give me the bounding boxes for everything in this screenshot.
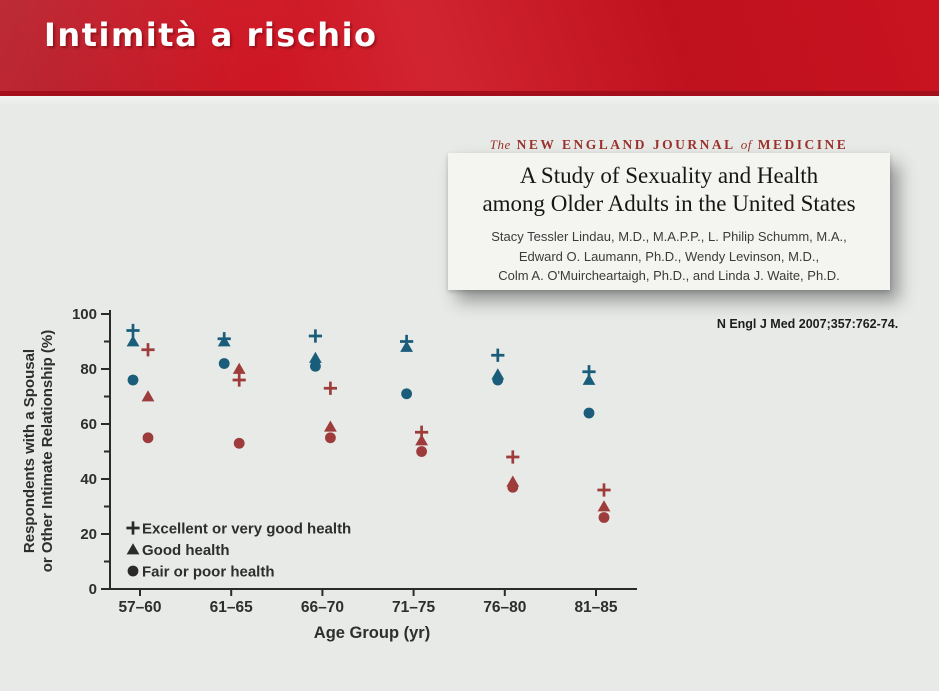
marker-red-fair-or-poor-4 [507, 481, 519, 493]
marker-blue-good-1 [217, 335, 231, 347]
x-axis-title: Age Group (yr) [314, 624, 430, 642]
marker-blue-fair-or-poor-3 [401, 388, 412, 400]
author-line: Stacy Tessler Lindau, M.D., M.A.P.P., L.… [491, 229, 847, 245]
y-axis-title-line1: Respondents with a Spousal [21, 349, 38, 553]
marker-red-fair-or-poor-3 [416, 446, 427, 457]
y-tick-label: 0 [89, 581, 97, 598]
marker-blue-excellent-or-very-good-4 [491, 348, 505, 362]
marker-red-fair-or-poor-5 [598, 512, 610, 523]
y-axis-title-line2: or Other Intimate Relationship (%) [39, 330, 56, 573]
author-line: Colm A. O'Muircheartaigh, Ph.D., and Lin… [498, 268, 840, 284]
legend-label: Good health [142, 542, 230, 559]
marker-red-good-1 [232, 362, 246, 374]
marker-red-excellent-or-very-good-5 [597, 483, 611, 497]
masthead-the: The [489, 137, 511, 152]
marker-red-fair-or-poor-0 [142, 432, 154, 444]
author-line: Edward O. Laumann, Ph.D., Wendy Levinson… [518, 248, 820, 264]
slide-header: Intimità a rischio [0, 0, 939, 96]
article-authors: Stacy Tessler Lindau, M.D., M.A.P.P., L.… [448, 227, 890, 286]
marker-red-excellent-or-very-good-2 [323, 381, 337, 395]
journal-citation: N Engl J Med 2007;357:762-74. [716, 317, 899, 331]
legend-circle-icon [127, 565, 139, 577]
marker-red-good-0 [141, 390, 155, 402]
x-tick-label: 81–85 [574, 599, 617, 616]
header-bottom-glow [0, 96, 939, 106]
marker-blue-good-0 [126, 335, 140, 347]
marker-red-good-5 [597, 500, 611, 512]
marker-blue-excellent-or-very-good-0 [126, 323, 140, 338]
marker-blue-good-2 [309, 351, 322, 363]
masthead-of: of [740, 137, 752, 152]
marker-red-excellent-or-very-good-1 [232, 373, 246, 387]
y-tick-label: 20 [80, 526, 97, 543]
legend-label: Excellent or very good health [142, 521, 351, 538]
marker-red-good-3 [415, 434, 428, 446]
x-tick-label: 57–60 [118, 599, 161, 616]
marker-blue-excellent-or-very-good-2 [308, 329, 322, 343]
marker-red-excellent-or-very-good-0 [141, 343, 155, 357]
y-tick-label: 80 [80, 361, 97, 378]
marker-blue-fair-or-poor-0 [127, 374, 139, 386]
article-title-line2: among Older Adults in the United States [482, 191, 856, 217]
marker-red-excellent-or-very-good-4 [506, 450, 520, 464]
slide-title: Intimità a rischio [44, 16, 378, 54]
legend-triangle-icon [126, 543, 140, 555]
marker-red-good-2 [324, 420, 337, 432]
marker-blue-good-3 [400, 340, 413, 352]
x-tick-label: 61–65 [210, 599, 253, 616]
y-tick-label: 40 [80, 471, 97, 488]
marker-red-fair-or-poor-2 [325, 432, 336, 444]
marker-blue-fair-or-poor-1 [218, 358, 230, 369]
marker-blue-good-5 [582, 373, 596, 385]
x-tick-label: 76–80 [483, 599, 526, 616]
article-title-line1: A Study of Sexuality and Health [519, 163, 819, 188]
x-tick-label: 71–75 [392, 599, 435, 616]
marker-blue-fair-or-poor-5 [583, 407, 595, 419]
legend-label: Fair or poor health [142, 564, 275, 581]
y-tick-label: 100 [72, 306, 97, 323]
masthead-journal: NEW ENGLAND JOURNAL [516, 137, 735, 152]
article-title: A Study of Sexuality and Health among Ol… [448, 162, 890, 218]
nejm-masthead: The NEW ENGLAND JOURNAL of MEDICINE [448, 137, 890, 153]
marker-red-fair-or-poor-1 [233, 437, 245, 449]
x-tick-label: 66–70 [301, 599, 344, 616]
masthead-medicine: MEDICINE [757, 137, 849, 152]
marker-blue-fair-or-poor-2 [310, 360, 321, 372]
legend-plus-icon [126, 521, 140, 535]
article-card: A Study of Sexuality and Health among Ol… [448, 153, 890, 290]
y-tick-label: 60 [80, 416, 97, 433]
marker-blue-fair-or-poor-4 [492, 374, 504, 386]
